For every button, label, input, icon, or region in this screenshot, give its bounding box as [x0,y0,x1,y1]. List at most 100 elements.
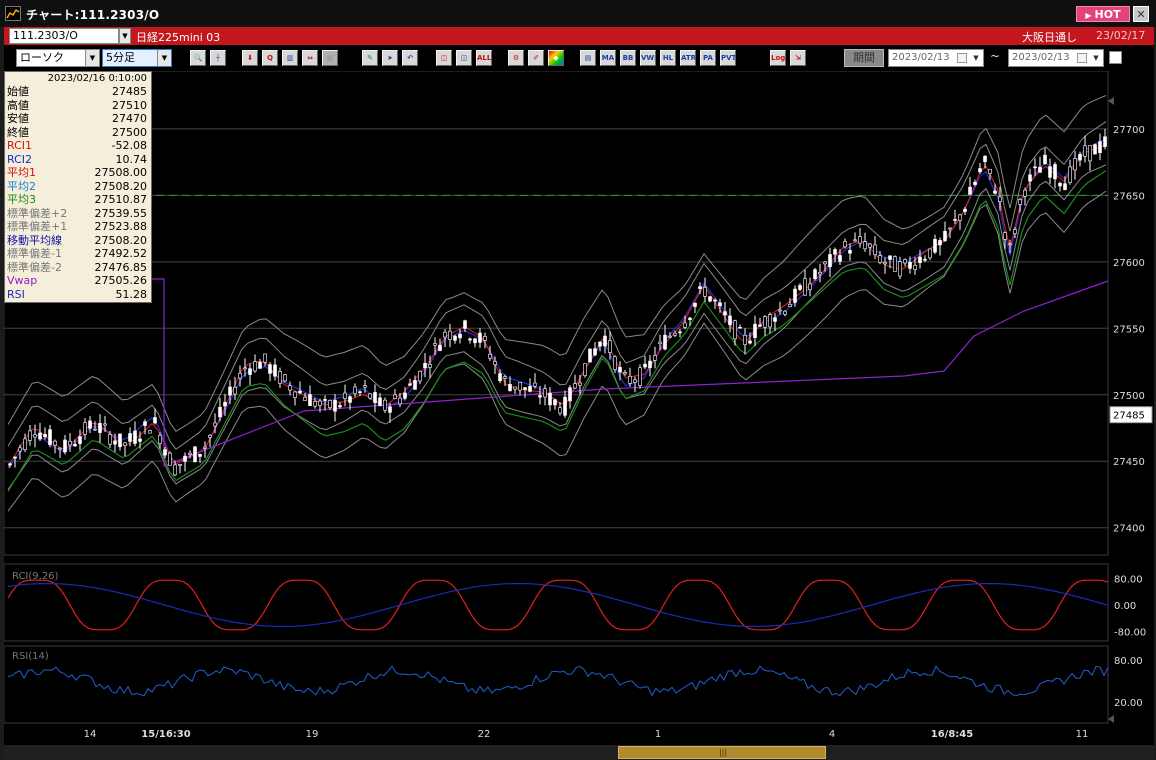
candle-body [328,400,332,409]
crosshair-icon[interactable]: ┼ [210,50,226,66]
info-row: RSI 51.28 [5,288,151,302]
palette-icon[interactable]: ◆ [548,50,564,66]
candle-body [773,317,777,322]
candle-body [433,343,437,346]
vwap-icon[interactable]: VWE [640,50,656,66]
info-row: 始値 27485 [5,85,151,99]
pointer-icon[interactable]: ➤ [382,50,398,66]
chevron-down-icon: ▼ [973,54,979,62]
ma-icon[interactable]: MA [600,50,616,66]
candle-body [98,423,102,433]
candle-body [473,338,477,344]
candle-body [303,396,307,401]
candle-body [998,196,1002,202]
all-icon[interactable]: ALL [476,50,492,66]
chart-area[interactable]: 27700 27650 27600 27550 27500 27450 27400 27485… [4,71,1154,745]
hl-icon[interactable]: HL [660,50,676,66]
candle-body [138,438,142,442]
pa-icon[interactable]: PA [700,50,716,66]
log-icon[interactable]: Log [770,50,786,66]
download-icon[interactable]: ⬇ [242,50,258,66]
candle-body [1098,141,1102,154]
close-button[interactable]: ✕ [1133,6,1149,22]
rci-title: RCI(9,26) [12,571,59,582]
candle-body [603,335,607,347]
pvt-icon[interactable]: PVT [720,50,736,66]
candle-body [228,386,232,396]
candle-body [843,241,847,248]
candle-body [803,278,807,296]
candle-body [638,367,642,386]
price-tick-label: 27700 [1113,125,1145,136]
disabled-icon[interactable]: ▦ [322,50,338,66]
bb-icon[interactable]: BB [620,50,636,66]
candle-body [893,256,897,272]
atr-icon[interactable]: ATR [680,50,696,66]
scroll-thumb[interactable]: ||| [618,746,826,759]
magnify-chart-icon[interactable]: Q [262,50,278,66]
candle-body [613,356,617,370]
candle-body [623,372,627,375]
split-icon[interactable]: ⇔ [302,50,318,66]
candle-body [318,400,322,406]
info-row: 標準偏差-2 27476.85 [5,261,151,275]
candle-body [858,236,862,244]
option-checkbox[interactable] [1109,51,1122,64]
date-from-checkbox[interactable] [957,53,967,63]
period-button[interactable]: 期間 [844,49,884,67]
price-chart-svg[interactable]: 27700 27650 27600 27550 27500 27450 27400 27485… [4,71,1154,745]
candle-body [38,432,42,440]
candle-body [948,227,952,230]
candle-body [563,396,567,416]
date-from-input[interactable]: 2023/02/13 ▼ [888,49,984,67]
candle-body [933,238,937,253]
info-row: 平均1 27508.00 [5,166,151,180]
bar-chart-icon[interactable]: ▥ [282,50,298,66]
symbol-dropdown-icon[interactable]: ▼ [119,28,131,44]
info-row: RCI2 10.74 [5,153,151,167]
candle-body [453,335,457,341]
candle-body [338,405,342,408]
chart-type-select[interactable]: ローソク ▼ [16,49,100,67]
candle-body [1068,166,1072,183]
info-value: 10.74 [115,152,148,166]
candle-body [368,393,372,399]
pencil-icon[interactable]: ✎ [362,50,378,66]
rci-tick-label: 0.00 [1114,601,1136,612]
candle-body [808,283,812,290]
hot-button[interactable]: ▶ HOT [1076,6,1130,22]
candle-body [388,406,392,413]
candle-body [763,316,767,328]
brush-icon[interactable]: ✐ [528,50,544,66]
candle-body [758,324,762,327]
info-value: 27510.87 [94,193,148,206]
zoom-icon[interactable]: 🔍 [190,50,206,66]
date-to-checkbox[interactable] [1077,53,1087,63]
title-bar: チャート:111.2303/O ▶ HOT ✕ [0,0,1156,27]
candle-body [573,383,577,389]
candle-body [343,392,347,399]
ma1-line [7,144,1107,468]
box-alt-icon[interactable]: ◫ [456,50,472,66]
candle-body [358,391,362,393]
symbol-code-input[interactable]: 111.2303/O [9,28,119,44]
date-to-input[interactable]: 2023/02/13 ▼ [1008,49,1104,67]
candle-body [103,423,107,426]
candle-body [133,430,137,444]
export-icon[interactable]: ⇲ [790,50,806,66]
undo-icon[interactable]: ↶ [402,50,418,66]
candle-body [183,455,187,462]
last-price-box [1109,406,1153,424]
chart-scrollbar[interactable]: ||| [4,745,1154,760]
table-icon[interactable]: ▤ [580,50,596,66]
candle-body [788,303,792,307]
interval-select[interactable]: 5分足 ▼ [102,49,172,67]
candle-body [398,397,402,405]
settings-icon[interactable]: ⚙ [508,50,524,66]
info-value: 27485 [112,85,147,98]
candle-body [53,440,57,446]
candle-body [708,296,712,302]
box-icon[interactable]: ◫ [436,50,452,66]
candle-body [288,385,292,391]
x-tick-label: 1 [655,729,661,740]
